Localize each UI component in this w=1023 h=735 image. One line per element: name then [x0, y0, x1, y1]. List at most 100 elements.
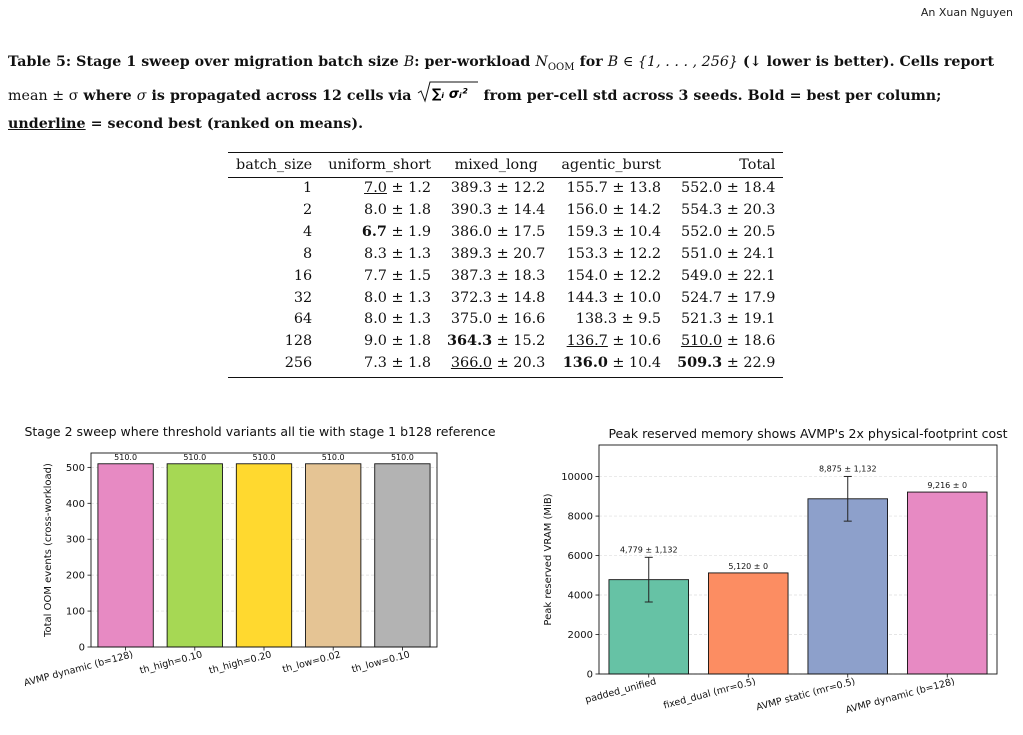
bar: [807, 498, 889, 675]
cell-std: ± 20.7: [492, 245, 546, 262]
cell-mean: 366.0: [450, 355, 493, 372]
table-cell: 524.7 ± 17.9: [669, 288, 783, 310]
table-cell: 387.3 ± 18.3: [439, 266, 553, 288]
x-tick-label: th_low=0.10: [351, 649, 412, 675]
cell-mean: 372.3: [450, 289, 493, 306]
table-cell: 136.0 ± 10.4: [553, 353, 670, 379]
y-axis-label: Total OOM events (cross-workload): [43, 463, 54, 638]
table-cell: 386.0 ± 17.5: [439, 222, 553, 244]
data-label: 8,875 ± 1,132: [819, 464, 877, 473]
cell-std: ± 14.4: [492, 201, 546, 218]
cell-std: ± 13.8: [607, 180, 662, 196]
table-cell: 7.0 ± 1.2: [320, 178, 439, 200]
cell-std: ± 20.3: [722, 201, 776, 218]
y-tick-label: 0: [587, 670, 593, 681]
cell-std: ± 18.4: [722, 180, 776, 196]
data-label: 510.0: [322, 453, 345, 462]
batch-size-cell: 64: [293, 311, 313, 328]
x-tick-label: padded_unified: [584, 676, 657, 706]
cell-std: ± 1.5: [386, 267, 432, 284]
cell-std: ± 20.5: [722, 223, 776, 240]
cell-mean: 7.7: [364, 267, 387, 284]
cell-std: ± 22.1: [722, 267, 776, 284]
column-header-total: Total: [669, 152, 784, 178]
table-cell: 8.0 ± 1.8: [320, 200, 439, 222]
table-cell: 7.3 ± 1.8: [320, 353, 440, 379]
bar: [235, 463, 293, 648]
table-cell: 144.3 ± 10.0: [553, 288, 669, 310]
table-cell: 9.0 ± 1.8: [320, 331, 439, 353]
cell-mean: 136.7: [566, 333, 608, 350]
y-tick-label: 6000: [568, 551, 593, 562]
cell-std: ± 18.6: [722, 333, 776, 350]
table-cell: 366.0 ± 20.3: [439, 353, 554, 379]
cell-mean: 7.3: [364, 355, 387, 372]
y-tick-label: 300: [66, 535, 85, 546]
y-tick-label: 400: [66, 499, 85, 510]
bar: [305, 463, 362, 648]
cell-std: ± 16.6: [492, 311, 546, 328]
y-tick-label: 0: [79, 643, 85, 654]
y-tick-label: 200: [66, 571, 85, 582]
table-cell: 389.3 ± 20.7: [439, 244, 553, 266]
table-row: 1 7.0 ± 1.2 389.3 ± 12.2 155.7 ± 13.8 552.0 …: [228, 178, 783, 200]
x-tick-label: AVMP dynamic (b=128): [23, 649, 135, 689]
cell-mean: 375.0: [450, 311, 493, 328]
table-cell: 8.3 ± 1.3: [320, 244, 439, 266]
batch-size-cell: 16: [293, 267, 313, 284]
cell-mean: 549.0: [680, 267, 723, 284]
table-cell: 554.3 ± 20.3: [669, 200, 783, 222]
bar: [374, 463, 431, 648]
cell-mean: 552.0: [680, 180, 723, 196]
data-label: 510.0: [391, 453, 414, 462]
bar: [907, 491, 988, 675]
table-cell: 6.7 ± 1.9: [320, 222, 439, 244]
cell-std: ± 19.1: [722, 311, 776, 328]
data-label: 4,779 ± 1,132: [620, 545, 678, 554]
cell-std: ± 10.6: [607, 333, 662, 350]
table-cell: 155.7 ± 13.8: [553, 178, 669, 200]
table-cell: 509.3 ± 22.9: [669, 353, 784, 379]
cell-mean: 138.3: [575, 311, 617, 328]
table-cell: 549.0 ± 22.1: [669, 266, 783, 288]
table-cell: 138.3 ± 9.5: [553, 309, 669, 331]
table-row: 64 8.0 ± 1.3 375.0 ± 16.6 138.3 ± 9.5 521.3 …: [228, 309, 783, 331]
column-header-batch-size: batch_size: [228, 152, 321, 178]
cell-std: ± 17.9: [722, 289, 776, 306]
table-row: 2 8.0 ± 1.8 390.3 ± 14.4 156.0 ± 14.2 554.3 …: [228, 200, 783, 222]
cell-mean: 386.0: [450, 223, 493, 240]
cell-std: ± 18.3: [492, 267, 546, 284]
column-header-mixed-long: mixed_long: [439, 152, 554, 178]
column-header-uniform-short: uniform_short: [320, 152, 440, 178]
table-header-row: batch_size uniform_short mixed_long agentic…: [228, 152, 784, 178]
bar: [166, 463, 223, 648]
table-cell: 159.3 ± 10.4: [553, 222, 669, 244]
data-label: 9,216 ± 0: [927, 481, 967, 490]
table-row: 8 8.3 ± 1.3 389.3 ± 20.7 153.3 ± 12.2 551.0 …: [228, 244, 783, 266]
cell-std: ± 1.8: [386, 355, 432, 372]
cell-std: ± 10.0: [607, 289, 662, 306]
cell-std: ± 24.1: [722, 245, 776, 262]
data-label: 510.0: [253, 453, 276, 462]
table-cell: 372.3 ± 14.8: [439, 288, 553, 310]
cell-mean: 387.3: [450, 267, 493, 284]
cell-mean: 554.3: [680, 201, 723, 218]
cell-std: ± 12.2: [607, 245, 662, 262]
cell-mean: 364.3: [447, 332, 493, 350]
cell-mean: 8.3: [364, 245, 387, 262]
batch-size-cell: 4: [303, 223, 313, 240]
cell-mean: 390.3: [450, 201, 493, 218]
cell-mean: 144.3: [566, 289, 608, 306]
column-header-agentic-burst: agentic_burst: [553, 152, 670, 178]
table-row: 32 8.0 ± 1.3 372.3 ± 14.8 144.3 ± 10.0 524.7…: [228, 288, 783, 310]
cell-mean: 8.0: [364, 201, 387, 218]
table-row: 16 7.7 ± 1.5 387.3 ± 18.3 154.0 ± 12.2 549.0…: [228, 266, 783, 288]
batch-size-cell: 2: [303, 201, 313, 218]
cell-mean: 389.3: [450, 245, 493, 262]
cell-std: ± 1.8: [386, 333, 432, 350]
cell-mean: 524.7: [680, 289, 723, 306]
table-row: 128 9.0 ± 1.8 364.3 ± 15.2 136.7 ± 10.6 510.…: [228, 331, 783, 353]
cell-mean: 521.3: [680, 311, 723, 328]
table-cell: 552.0 ± 20.5: [669, 222, 783, 244]
cell-mean: 510.0: [680, 333, 723, 350]
